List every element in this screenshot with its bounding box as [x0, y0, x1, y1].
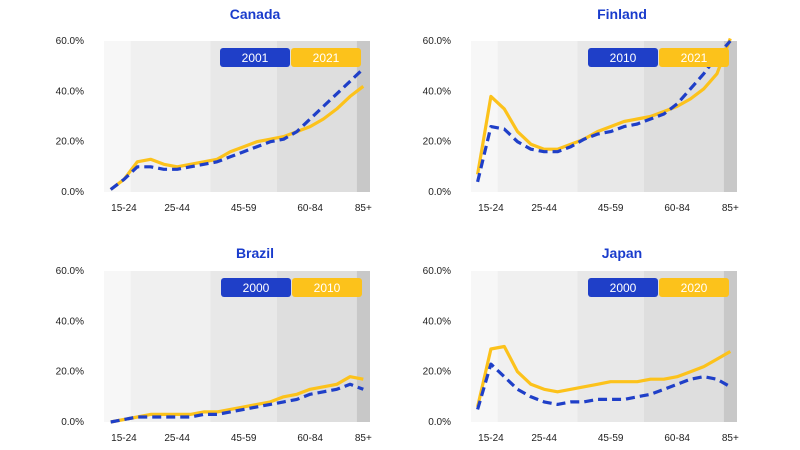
x-tick-label: 15-24 — [111, 203, 137, 214]
legend-swatch — [292, 278, 362, 297]
series-line-2001 — [109, 67, 365, 191]
legend-swatch — [291, 48, 361, 67]
series-line-2000 — [476, 362, 732, 410]
chart-panel-brazil: Brazil 0.0% 20.0% 40.0% 60.0% 15-24 25-44 45-59… — [56, 245, 372, 444]
chart-title: Canada — [230, 6, 281, 22]
chart-panel-finland: Finland 0.0% 20.0% 40.0% 60.0% 15-24 25-44 45-5… — [423, 6, 739, 214]
legend-label: 2021 — [681, 51, 708, 65]
age-band — [104, 271, 131, 422]
x-tick-label: 15-24 — [478, 433, 504, 444]
age-band — [471, 271, 498, 422]
y-tick-label: 0.0% — [61, 187, 84, 198]
x-tick-label: 25-44 — [164, 203, 190, 214]
y-tick-label: 60.0% — [423, 266, 451, 277]
x-tick-label: 85+ — [722, 433, 739, 444]
legend-label: 2021 — [313, 51, 340, 65]
series-line-2020 — [476, 344, 732, 408]
x-tick-label: 85+ — [355, 203, 372, 214]
legend-swatch — [221, 278, 291, 297]
series-line-2021 — [109, 85, 365, 191]
y-tick-label: 0.0% — [428, 417, 451, 428]
age-band — [497, 271, 578, 422]
series-line-2000 — [110, 382, 364, 424]
chart-panel-japan: Japan 0.0% 20.0% 40.0% 60.0% 15-24 25-44 45-59 6… — [423, 245, 739, 444]
legend-swatch — [588, 48, 658, 67]
y-tick-label: 60.0% — [56, 266, 84, 277]
age-band — [104, 41, 131, 192]
x-tick-label: 60-84 — [297, 433, 323, 444]
y-tick-label: 20.0% — [56, 367, 84, 378]
age-band — [356, 41, 370, 192]
y-tick-label: 60.0% — [56, 36, 84, 47]
legend-swatch — [220, 48, 290, 67]
legend-label: 2010 — [314, 281, 341, 295]
x-tick-label: 15-24 — [111, 433, 137, 444]
y-tick-label: 20.0% — [423, 137, 451, 148]
x-tick-label: 60-84 — [297, 203, 323, 214]
x-tick-label: 25-44 — [531, 203, 557, 214]
legend-label: 2010 — [610, 51, 637, 65]
x-tick-label: 60-84 — [664, 203, 690, 214]
series-line-2010 — [110, 375, 364, 424]
age-band — [130, 271, 211, 422]
x-tick-label: 60-84 — [664, 433, 690, 444]
y-tick-label: 40.0% — [56, 316, 84, 327]
age-band — [471, 41, 498, 192]
y-tick-label: 20.0% — [56, 137, 84, 148]
y-tick-label: 40.0% — [423, 86, 451, 97]
legend-swatch — [659, 48, 729, 67]
legend-swatch — [659, 278, 729, 297]
chart-title: Brazil — [236, 245, 274, 261]
chart-title: Finland — [597, 6, 647, 22]
series-line-2021 — [476, 37, 732, 175]
y-tick-label: 40.0% — [56, 86, 84, 97]
x-tick-label: 45-59 — [231, 433, 257, 444]
y-tick-label: 40.0% — [423, 316, 451, 327]
series-line-2010 — [476, 39, 732, 183]
y-tick-label: 20.0% — [423, 367, 451, 378]
legend-swatch — [588, 278, 658, 297]
chart-panel-canada: Canada 0.0% 20.0% 40.0% 60.0% 15-24 25-44 45-59… — [56, 6, 372, 214]
y-tick-label: 0.0% — [61, 417, 84, 428]
legend-label: 2001 — [242, 51, 269, 65]
y-tick-label: 0.0% — [428, 187, 451, 198]
legend-label: 2020 — [681, 281, 708, 295]
legend-label: 2000 — [243, 281, 270, 295]
x-tick-label: 25-44 — [164, 433, 190, 444]
age-band — [723, 41, 737, 192]
x-tick-label: 45-59 — [598, 203, 624, 214]
x-tick-label: 45-59 — [231, 203, 257, 214]
legend-label: 2000 — [610, 281, 637, 295]
x-tick-label: 45-59 — [598, 433, 624, 444]
x-tick-label: 85+ — [355, 433, 372, 444]
x-tick-label: 25-44 — [531, 433, 557, 444]
x-tick-label: 85+ — [722, 203, 739, 214]
chart-title: Japan — [602, 245, 642, 261]
age-band — [356, 271, 370, 422]
age-band — [130, 41, 211, 192]
x-tick-label: 15-24 — [478, 203, 504, 214]
age-band — [497, 41, 578, 192]
y-tick-label: 60.0% — [423, 36, 451, 47]
